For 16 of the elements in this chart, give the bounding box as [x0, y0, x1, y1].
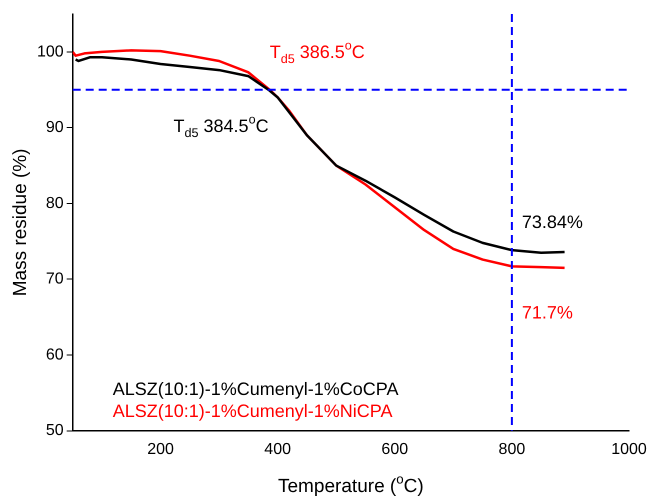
x-tick-label: 200	[147, 440, 174, 458]
x-tick-label: 800	[498, 440, 526, 458]
y-tick-label: 50	[46, 422, 64, 440]
y-axis-title: Mass residue (%)	[10, 148, 31, 296]
x-tick-label: 1000	[611, 440, 647, 458]
text: ALSZ(10:1)-1%Cumenyl-1%NiCPA	[112, 400, 392, 421]
x-tick-label: 400	[264, 440, 292, 458]
text: ALSZ(10:1)-1%Cumenyl-1%CoCPA	[112, 378, 398, 399]
y-tick-label: 80	[46, 194, 64, 212]
y-tick-label: 90	[46, 119, 64, 136]
annotation: 71.7%	[522, 302, 573, 322]
y-tick-label: 60	[46, 346, 64, 364]
x-tick-label: 600	[381, 440, 408, 458]
y-tick-label: 100	[36, 43, 64, 60]
y-tick-label: 70	[46, 270, 64, 288]
annotation: 73.84%	[522, 212, 583, 232]
